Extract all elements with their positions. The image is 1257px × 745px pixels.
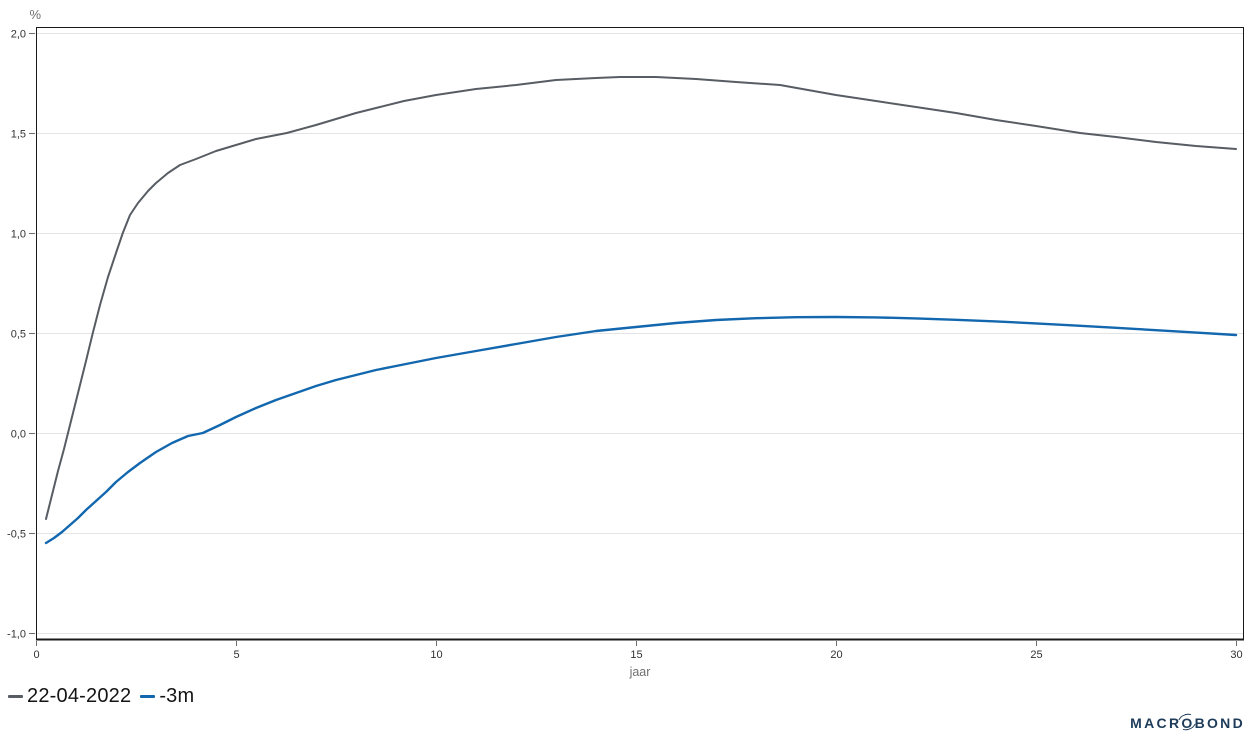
- x-tick-label: 10: [430, 649, 442, 661]
- legend-label-date: 22-04-2022: [27, 685, 132, 707]
- series-lines: [44, 76, 1238, 545]
- legend-swatch-3m: [140, 694, 156, 698]
- y-tick-label: 1,5: [11, 129, 26, 141]
- axes: [29, 27, 1244, 646]
- logo-text-post: BOND: [1194, 715, 1245, 731]
- x-tick-label: 30: [1230, 649, 1242, 661]
- legend-item-date: 22-04-2022: [8, 686, 131, 706]
- y-tick-label: 2,0: [11, 29, 26, 41]
- y-tick-label: -0,5: [7, 529, 26, 541]
- x-tick-label: 5: [233, 649, 239, 661]
- legend-item-3m: -3m: [140, 686, 194, 706]
- x-tick-label: 15: [630, 649, 642, 661]
- yield-curve-chart: 2,0 1,5 1,0 0,5 0,0 -0,5 -1,0 0 5 10 15 20 25 30 % ja…: [7, 7, 1244, 679]
- x-tick-label: 25: [1030, 649, 1042, 661]
- y-tick-label: -1,0: [7, 629, 26, 641]
- series-line-0: [45, 76, 1237, 520]
- legend-label-3m: -3m: [159, 685, 195, 707]
- macrobond-logo: MACR OBOND: [1130, 711, 1245, 734]
- x-tick-label: 20: [830, 649, 842, 661]
- logo-orbit-o: O: [1174, 711, 1199, 734]
- tick-labels: 2,0 1,5 1,0 0,5 0,0 -0,5 -1,0 0 5 10 15 20 25 30: [7, 29, 1243, 662]
- y-tick-label: 0,0: [11, 429, 26, 441]
- series-line-1: [44, 315, 1238, 545]
- y-axis-unit-label: %: [29, 7, 41, 22]
- x-axis-title: jaar: [629, 665, 651, 679]
- x-tick-label: 0: [33, 649, 39, 661]
- y-tick-label: 1,0: [11, 229, 26, 241]
- gridlines: [37, 33, 1243, 634]
- logo-text-pre: MACR: [1130, 715, 1182, 731]
- chart-legend: 22-04-2022 -3m: [8, 686, 194, 706]
- legend-swatch-date: [8, 694, 23, 698]
- y-tick-label: 0,5: [11, 329, 26, 341]
